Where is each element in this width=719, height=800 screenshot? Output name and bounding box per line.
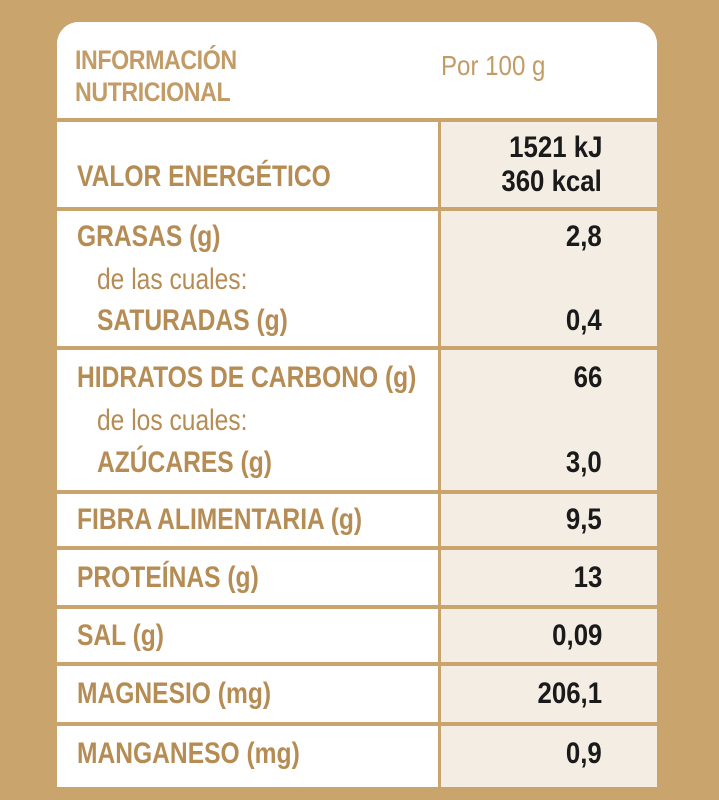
table-title: INFORMACIÓN NUTRICIONAL — [75, 44, 350, 108]
row-protein: PROTEÍNAS (g) 13 — [57, 550, 657, 605]
sugars-value: 3,0 — [566, 446, 602, 479]
carbs-label: HIDRATOS DE CARBONO (g) — [77, 361, 417, 394]
saturated-value: 0,4 — [566, 304, 602, 337]
energy-kcal-value: 360 kcal — [501, 165, 602, 198]
energy-kj-value: 1521 kJ — [508, 131, 602, 164]
row-magnesium: MAGNESIO (mg) 206,1 — [57, 666, 657, 722]
table-header: INFORMACIÓN NUTRICIONAL Por 100 g — [57, 22, 657, 122]
divider — [57, 346, 657, 350]
nutrition-table: INFORMACIÓN NUTRICIONAL Por 100 g VALOR … — [57, 22, 657, 787]
carbs-value: 66 — [573, 361, 602, 394]
column-divider — [438, 122, 441, 787]
divider — [57, 662, 657, 666]
title-line-2: NUTRICIONAL — [75, 77, 231, 107]
salt-value: 0,09 — [551, 619, 602, 652]
energy-label: VALOR ENERGÉTICO — [77, 160, 331, 193]
per-100g-header: Por 100 g — [441, 50, 546, 81]
sugars-label: AZÚCARES (g) — [97, 446, 272, 479]
row-fat: GRASAS (g) 2,8 de las cuales: SATURADAS … — [57, 211, 657, 346]
fiber-value: 9,5 — [566, 503, 602, 536]
row-fiber: FIBRA ALIMENTARIA (g) 9,5 — [57, 494, 657, 546]
row-salt: SAL (g) 0,09 — [57, 609, 657, 662]
divider — [57, 722, 657, 726]
protein-label: PROTEÍNAS (g) — [77, 561, 259, 594]
magnesium-value: 206,1 — [537, 677, 602, 710]
manganese-label: MANGANESO (mg) — [77, 737, 300, 770]
salt-label: SAL (g) — [77, 619, 165, 652]
row-carbs: HIDRATOS DE CARBONO (g) 66 de los cuales… — [57, 350, 657, 490]
magnesium-label: MAGNESIO (mg) — [77, 677, 272, 710]
divider — [57, 490, 657, 494]
carbs-sub-intro: de los cuales: — [97, 404, 248, 437]
fat-value: 2,8 — [566, 220, 602, 253]
fat-label: GRASAS (g) — [77, 220, 221, 253]
fat-sub-intro: de las cuales: — [97, 263, 248, 296]
row-manganese: MANGANESO (mg) 0,9 — [57, 726, 657, 787]
divider — [57, 546, 657, 550]
protein-value: 13 — [573, 561, 602, 594]
row-energy: VALOR ENERGÉTICO 1521 kJ 360 kcal — [57, 122, 657, 207]
divider — [57, 207, 657, 211]
saturated-label: SATURADAS (g) — [97, 304, 288, 337]
divider — [57, 118, 657, 122]
fiber-label: FIBRA ALIMENTARIA (g) — [77, 503, 363, 536]
title-line-1: INFORMACIÓN — [75, 45, 237, 75]
manganese-value: 0,9 — [566, 737, 602, 770]
divider — [57, 605, 657, 609]
